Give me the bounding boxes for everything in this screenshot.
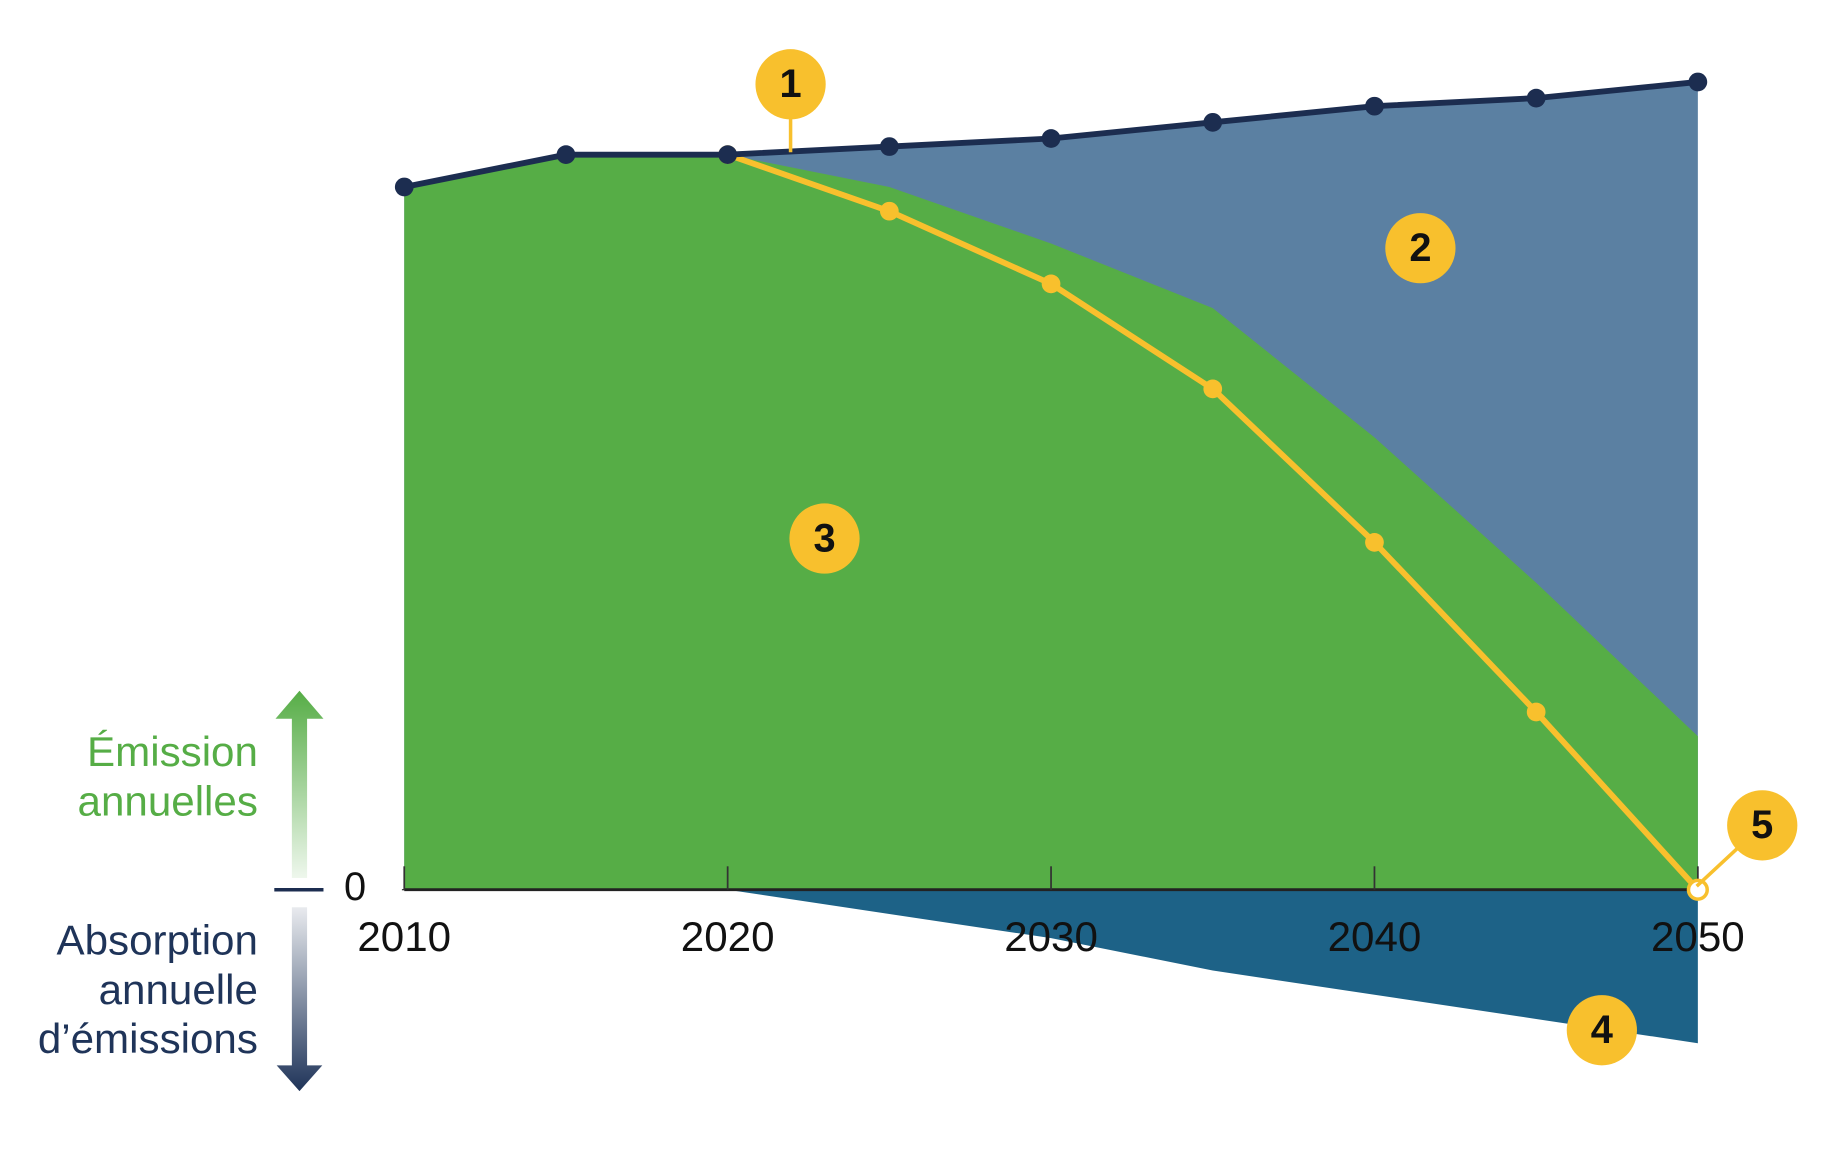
x-tick-label: 2050 [1651, 913, 1745, 960]
x-tick-label: 2020 [681, 913, 775, 960]
marker [556, 145, 576, 165]
arrow-down [276, 907, 323, 1092]
marker [1203, 112, 1223, 132]
plot [394, 72, 1709, 1044]
annotation-badge [789, 503, 860, 574]
marker [1526, 702, 1546, 722]
annotation: 5 [1751, 803, 1773, 847]
marker [1041, 129, 1061, 148]
marker [879, 201, 899, 221]
axis-label: annuelle [99, 966, 258, 1013]
annotation-badge [1566, 995, 1637, 1066]
area [404, 154, 1698, 890]
axis-label: Absorption [57, 917, 258, 964]
arrow-up [275, 690, 324, 879]
x-tick-label: 2010 [357, 913, 451, 960]
marker [1526, 88, 1546, 108]
x-tick-label: 2040 [1328, 913, 1422, 960]
annotation-badge [1385, 213, 1456, 284]
marker [1686, 878, 1709, 901]
x-tick-label: 2030 [1004, 913, 1098, 960]
annotation-badge [755, 49, 826, 120]
marker [1203, 379, 1223, 399]
marker [1041, 274, 1061, 294]
annotation: 4 [1591, 1008, 1613, 1052]
marker [394, 177, 414, 197]
annotation: 1 [780, 62, 802, 106]
annotation: 3 [813, 516, 835, 560]
marker [718, 145, 738, 165]
marker [1365, 533, 1384, 552]
annotation: 2 [1409, 226, 1431, 270]
annotation-badge [1727, 790, 1798, 861]
marker [1365, 96, 1384, 116]
marker [1688, 72, 1708, 92]
axis-label: d’émissions [38, 1015, 258, 1062]
y-tick-label: 0 [344, 865, 366, 909]
axis-label: Émission [87, 728, 258, 775]
axis-label: annuelles [78, 777, 258, 824]
marker [879, 137, 899, 156]
area [727, 889, 1698, 1044]
